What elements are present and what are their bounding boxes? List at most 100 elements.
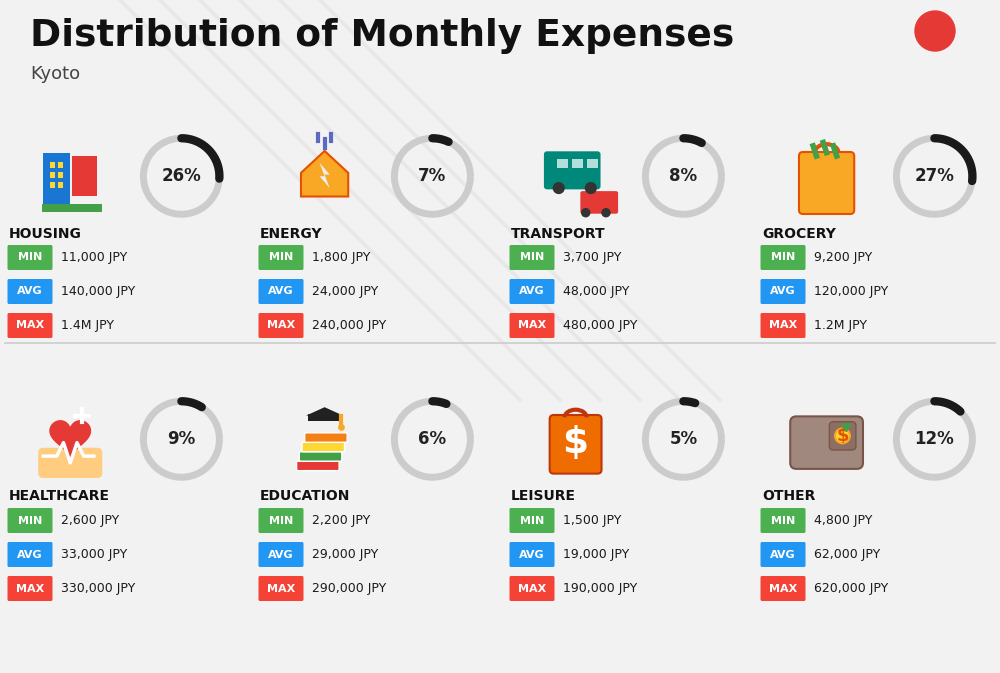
FancyBboxPatch shape (297, 461, 339, 470)
Text: HOUSING: HOUSING (9, 227, 82, 240)
FancyBboxPatch shape (761, 542, 806, 567)
Text: 9%: 9% (167, 430, 196, 448)
Text: AVG: AVG (268, 549, 294, 559)
FancyBboxPatch shape (8, 542, 52, 567)
Text: 2,600 JPY: 2,600 JPY (61, 514, 119, 527)
FancyBboxPatch shape (258, 508, 304, 533)
FancyBboxPatch shape (72, 156, 97, 197)
Text: MAX: MAX (267, 583, 295, 594)
Text: AVG: AVG (17, 549, 43, 559)
Text: 29,000 JPY: 29,000 JPY (312, 548, 378, 561)
Text: MIN: MIN (771, 516, 795, 526)
FancyBboxPatch shape (258, 313, 304, 338)
FancyBboxPatch shape (510, 279, 555, 304)
FancyBboxPatch shape (510, 508, 555, 533)
FancyBboxPatch shape (58, 182, 63, 188)
FancyBboxPatch shape (38, 448, 102, 478)
FancyBboxPatch shape (510, 245, 555, 270)
Text: AVG: AVG (268, 287, 294, 297)
FancyBboxPatch shape (42, 205, 102, 212)
Circle shape (553, 182, 565, 194)
FancyBboxPatch shape (510, 313, 555, 338)
Text: 5%: 5% (669, 430, 697, 448)
FancyBboxPatch shape (258, 576, 304, 601)
Circle shape (585, 182, 597, 194)
Text: Kyoto: Kyoto (30, 65, 80, 83)
FancyBboxPatch shape (43, 153, 70, 210)
Text: 240,000 JPY: 240,000 JPY (312, 319, 386, 332)
Text: MIN: MIN (18, 252, 42, 262)
Text: 3,700 JPY: 3,700 JPY (563, 251, 621, 264)
Circle shape (835, 429, 850, 444)
Text: 9,200 JPY: 9,200 JPY (814, 251, 872, 264)
FancyBboxPatch shape (50, 162, 55, 168)
Polygon shape (306, 407, 343, 416)
FancyBboxPatch shape (510, 542, 555, 567)
Text: 1,800 JPY: 1,800 JPY (312, 251, 370, 264)
Text: $: $ (563, 425, 589, 460)
FancyBboxPatch shape (305, 433, 347, 442)
Text: Distribution of Monthly Expenses: Distribution of Monthly Expenses (30, 18, 734, 54)
Text: MAX: MAX (769, 320, 797, 330)
Text: MAX: MAX (267, 320, 295, 330)
FancyBboxPatch shape (308, 414, 341, 421)
Text: 7%: 7% (418, 168, 447, 185)
Text: 24,000 JPY: 24,000 JPY (312, 285, 378, 298)
Text: MIN: MIN (520, 516, 544, 526)
Text: 1.2M JPY: 1.2M JPY (814, 319, 867, 332)
Text: 8%: 8% (669, 168, 697, 185)
Text: 290,000 JPY: 290,000 JPY (312, 582, 386, 595)
FancyBboxPatch shape (258, 245, 304, 270)
Text: MAX: MAX (16, 583, 44, 594)
Polygon shape (320, 163, 330, 188)
Text: AVG: AVG (770, 549, 796, 559)
Text: 190,000 JPY: 190,000 JPY (563, 582, 637, 595)
FancyBboxPatch shape (550, 415, 602, 474)
Text: 19,000 JPY: 19,000 JPY (563, 548, 629, 561)
FancyBboxPatch shape (761, 508, 806, 533)
Text: 33,000 JPY: 33,000 JPY (61, 548, 127, 561)
Text: MIN: MIN (18, 516, 42, 526)
Text: 1,500 JPY: 1,500 JPY (563, 514, 621, 527)
Text: MAX: MAX (518, 320, 546, 330)
Text: 120,000 JPY: 120,000 JPY (814, 285, 888, 298)
Text: LEISURE: LEISURE (511, 489, 576, 503)
Circle shape (338, 424, 345, 431)
Text: 26%: 26% (162, 168, 201, 185)
Text: MAX: MAX (769, 583, 797, 594)
Text: 480,000 JPY: 480,000 JPY (563, 319, 637, 332)
Text: MIN: MIN (771, 252, 795, 262)
Text: GROCERY: GROCERY (762, 227, 836, 240)
Text: 11,000 JPY: 11,000 JPY (61, 251, 127, 264)
FancyBboxPatch shape (761, 576, 806, 601)
Text: MAX: MAX (16, 320, 44, 330)
FancyBboxPatch shape (50, 172, 55, 178)
Circle shape (581, 208, 590, 217)
Text: 27%: 27% (914, 168, 954, 185)
FancyBboxPatch shape (299, 452, 342, 461)
FancyBboxPatch shape (572, 160, 583, 168)
FancyBboxPatch shape (8, 313, 52, 338)
Text: MIN: MIN (269, 252, 293, 262)
Text: 1.4M JPY: 1.4M JPY (61, 319, 114, 332)
FancyBboxPatch shape (557, 160, 568, 168)
Text: 48,000 JPY: 48,000 JPY (563, 285, 629, 298)
Text: 330,000 JPY: 330,000 JPY (61, 582, 135, 595)
FancyBboxPatch shape (8, 245, 52, 270)
FancyBboxPatch shape (580, 191, 618, 214)
Text: 620,000 JPY: 620,000 JPY (814, 582, 888, 595)
FancyBboxPatch shape (258, 279, 304, 304)
FancyBboxPatch shape (58, 172, 63, 178)
FancyBboxPatch shape (761, 245, 806, 270)
FancyBboxPatch shape (50, 182, 55, 188)
FancyBboxPatch shape (544, 151, 601, 189)
FancyBboxPatch shape (587, 160, 598, 168)
Text: TRANSPORT: TRANSPORT (511, 227, 606, 240)
Text: 2,200 JPY: 2,200 JPY (312, 514, 370, 527)
Text: MIN: MIN (269, 516, 293, 526)
Text: AVG: AVG (17, 287, 43, 297)
FancyBboxPatch shape (8, 576, 52, 601)
Text: 4,800 JPY: 4,800 JPY (814, 514, 872, 527)
Text: 62,000 JPY: 62,000 JPY (814, 548, 880, 561)
Circle shape (601, 208, 611, 217)
